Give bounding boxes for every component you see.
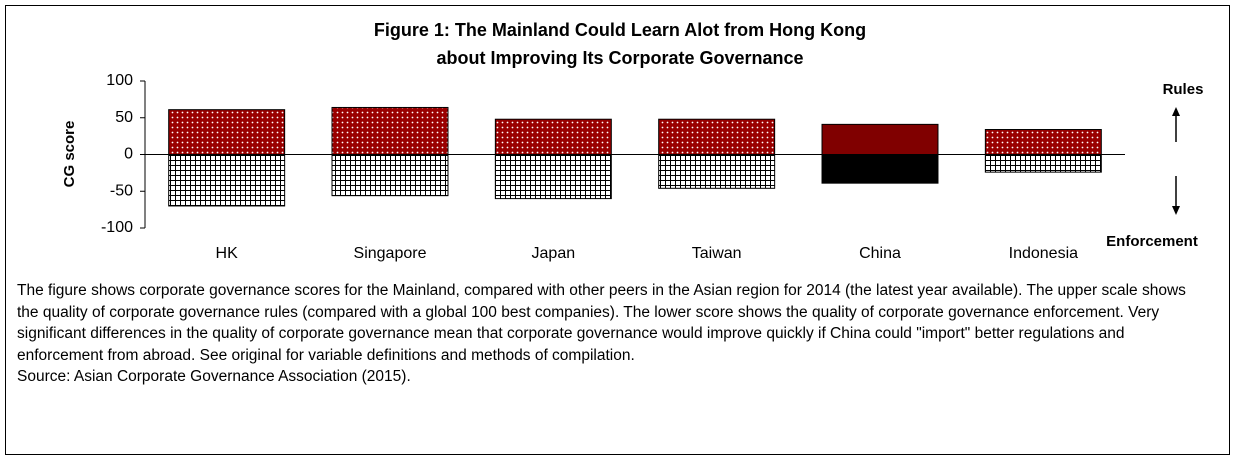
bar [331, 106, 449, 155]
y-axis-label: CG score [61, 121, 78, 188]
arrow-head [1172, 107, 1180, 116]
y-tick-label: 0 [124, 146, 133, 163]
series-label: Rules [1163, 81, 1204, 98]
x-tick-label: Singapore [354, 245, 427, 262]
bar [494, 118, 612, 155]
bar [821, 123, 939, 155]
x-tick-label: HK [216, 245, 239, 262]
caption-text: The figure shows corporate governance sc… [17, 282, 1186, 364]
bar [658, 154, 776, 189]
bar [821, 154, 939, 184]
figure-frame [5, 5, 1230, 455]
series-label: Enforcement [1106, 233, 1198, 250]
x-tick-label: Japan [532, 245, 576, 262]
caption: The figure shows corporate governance sc… [17, 280, 1207, 388]
y-tick-label: -100 [101, 219, 133, 236]
bar [984, 129, 1102, 155]
bar [168, 109, 286, 155]
bar [494, 154, 612, 200]
x-tick-label: China [859, 245, 901, 262]
y-tick-label: 100 [106, 72, 133, 89]
arrow-head [1172, 206, 1180, 215]
bar [984, 154, 1102, 173]
bar [331, 154, 449, 197]
x-tick-label: Indonesia [1009, 245, 1078, 262]
chart-title: Figure 1: The Mainland Could Learn Alot … [374, 20, 866, 40]
bar [658, 118, 776, 155]
bar [168, 154, 286, 207]
chart-title: about Improving Its Corporate Governance [436, 48, 803, 68]
y-tick-label: -50 [110, 182, 133, 199]
x-tick-label: Taiwan [692, 245, 742, 262]
y-tick-label: 50 [115, 109, 133, 126]
source-text: Source: Asian Corporate Governance Assoc… [17, 368, 411, 385]
